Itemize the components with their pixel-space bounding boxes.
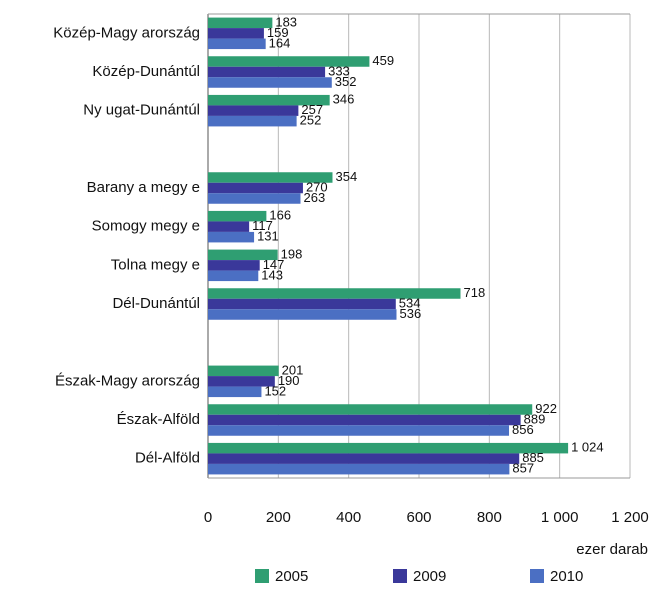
bar <box>208 288 461 299</box>
bar <box>208 365 279 377</box>
bar <box>208 193 301 204</box>
x-tick-label: 600 <box>406 509 431 526</box>
x-tick-label: 200 <box>266 509 291 526</box>
x-tick-label: 400 <box>336 509 361 526</box>
bar <box>208 404 533 415</box>
data-label: 885 <box>522 450 544 465</box>
bar <box>208 442 569 454</box>
y-tick-label: Észak-Magy arország <box>55 372 200 389</box>
bar <box>208 94 330 106</box>
data-label: 143 <box>261 267 283 282</box>
bar <box>208 270 259 282</box>
legend-label: 2005 <box>275 568 308 585</box>
x-tick-label: 800 <box>477 509 502 526</box>
bar <box>208 414 521 426</box>
y-tick-label: Barany a megy e <box>87 179 200 196</box>
data-label: 459 <box>372 53 394 68</box>
bar <box>208 56 370 67</box>
data-label: 183 <box>275 14 297 29</box>
bar <box>208 66 326 78</box>
y-tick-label: Ny ugat-Dunántúl <box>83 102 200 119</box>
data-label: 354 <box>335 169 357 184</box>
bar <box>208 453 520 464</box>
data-label: 718 <box>463 285 485 300</box>
bar <box>208 376 275 387</box>
data-label: 889 <box>524 411 546 426</box>
data-label: 857 <box>512 461 534 476</box>
bar <box>208 260 260 271</box>
y-tick-label: Közép-Magy arország <box>53 24 200 41</box>
bar <box>208 105 299 116</box>
bar <box>208 298 396 310</box>
data-label: 346 <box>333 92 355 107</box>
bar <box>208 309 397 320</box>
data-label: 856 <box>512 422 534 437</box>
bar <box>208 231 255 243</box>
y-tick-label: Közép-Dunántúl <box>92 63 200 80</box>
data-label: 1 024 <box>571 440 604 455</box>
bar <box>208 221 250 232</box>
y-tick-label: Dél-Dunántúl <box>112 295 200 312</box>
data-label: 131 <box>257 229 279 244</box>
bar <box>208 115 297 127</box>
data-label: 152 <box>264 383 286 398</box>
data-label: 164 <box>269 35 291 50</box>
y-tick-label: Tolna megy e <box>111 256 200 273</box>
y-tick-label: Dél-Alföld <box>135 450 200 467</box>
data-label: 352 <box>335 74 357 89</box>
data-label: 534 <box>399 295 421 310</box>
data-label: 159 <box>267 25 289 40</box>
data-label: 190 <box>278 373 300 388</box>
data-label: 201 <box>282 362 304 377</box>
legend-label: 2009 <box>413 568 446 585</box>
bar <box>208 17 273 29</box>
bar <box>208 182 303 194</box>
data-label: 117 <box>252 218 273 233</box>
data-label: 198 <box>281 246 303 261</box>
bar <box>208 172 333 183</box>
data-label: 252 <box>300 113 322 128</box>
data-label: 166 <box>269 208 291 223</box>
bar <box>208 210 267 222</box>
data-label: 270 <box>306 179 328 194</box>
legend-swatch <box>530 569 544 583</box>
data-label: 257 <box>301 102 323 117</box>
data-label: 333 <box>328 63 350 78</box>
bar <box>208 28 264 39</box>
bar <box>208 249 278 261</box>
data-label: 147 <box>263 257 285 272</box>
y-tick-label: Észak-Alföld <box>117 411 200 428</box>
data-label: 536 <box>399 306 421 321</box>
x-axis-label: ezer darab <box>576 541 648 558</box>
x-tick-label: 1 000 <box>541 509 579 526</box>
data-label: 263 <box>303 190 325 205</box>
legend-swatch <box>255 569 269 583</box>
bar <box>208 425 510 436</box>
y-tick-label: Somogy megy e <box>92 218 200 235</box>
x-tick-label: 0 <box>204 509 212 526</box>
bar <box>208 463 510 475</box>
legend-label: 2010 <box>550 568 583 585</box>
bar <box>208 386 262 398</box>
bar <box>208 77 332 88</box>
bar <box>208 38 266 50</box>
data-label: 922 <box>535 401 557 416</box>
x-tick-label: 1 200 <box>611 509 649 526</box>
legend-swatch <box>393 569 407 583</box>
